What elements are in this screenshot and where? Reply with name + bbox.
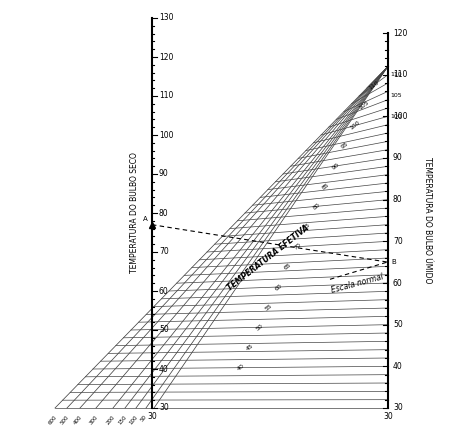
Text: 150: 150	[118, 414, 128, 425]
Text: 50: 50	[392, 320, 402, 329]
Text: 300: 300	[89, 414, 99, 425]
Text: 40: 40	[159, 365, 168, 374]
Text: 200: 200	[106, 414, 116, 425]
Text: 85: 85	[321, 182, 330, 190]
Text: 70: 70	[292, 242, 302, 251]
Text: 30: 30	[159, 404, 168, 413]
Text: Escala normal: Escala normal	[329, 272, 383, 294]
Text: 60: 60	[273, 283, 282, 291]
Text: 80: 80	[392, 195, 402, 204]
Text: 40: 40	[392, 362, 402, 371]
Text: 90: 90	[159, 169, 168, 178]
Text: 100: 100	[347, 120, 360, 131]
Text: TEMPERATURA EFETIVA: TEMPERATURA EFETIVA	[225, 223, 310, 293]
Text: A: A	[143, 216, 148, 222]
Text: 30: 30	[392, 404, 402, 413]
Text: 105: 105	[389, 93, 401, 98]
Text: 30: 30	[147, 412, 157, 421]
Text: 600: 600	[48, 414, 58, 425]
Text: 45: 45	[245, 343, 254, 352]
Text: 50: 50	[254, 323, 263, 332]
Text: 110: 110	[159, 91, 173, 100]
Text: 500: 500	[60, 414, 70, 425]
Text: 90: 90	[392, 154, 402, 163]
Text: 120: 120	[159, 52, 173, 61]
Text: 60: 60	[392, 278, 402, 287]
Text: 105: 105	[357, 100, 369, 111]
Text: 80: 80	[159, 208, 168, 218]
Text: 50: 50	[159, 326, 168, 335]
Text: 100: 100	[392, 112, 407, 121]
Text: 70: 70	[392, 237, 402, 246]
Text: TEMPERATURA DO BULBO SECO: TEMPERATURA DO BULBO SECO	[130, 153, 139, 273]
Text: TEMPERATURA DO BULBO ÚMIDO: TEMPERATURA DO BULBO ÚMIDO	[423, 157, 431, 284]
Text: 50: 50	[140, 414, 148, 423]
Text: 30: 30	[382, 412, 392, 421]
Text: 75: 75	[302, 222, 311, 231]
Text: 110: 110	[367, 80, 379, 91]
Text: 100: 100	[159, 130, 173, 139]
Text: 80: 80	[311, 202, 320, 211]
Text: 100: 100	[389, 114, 401, 119]
Text: 65: 65	[283, 263, 292, 271]
Text: 120: 120	[392, 28, 407, 37]
Text: 70: 70	[159, 248, 168, 257]
Text: 100: 100	[129, 414, 139, 425]
Text: 55: 55	[264, 303, 273, 311]
Text: 90: 90	[330, 162, 340, 170]
Text: 60: 60	[159, 287, 168, 296]
Text: 400: 400	[73, 414, 83, 425]
Text: B: B	[390, 259, 395, 265]
Text: 130: 130	[159, 13, 173, 22]
Text: 110: 110	[392, 70, 407, 79]
Text: 95: 95	[340, 142, 349, 150]
Text: 40: 40	[235, 363, 245, 372]
Text: 110: 110	[389, 72, 401, 77]
